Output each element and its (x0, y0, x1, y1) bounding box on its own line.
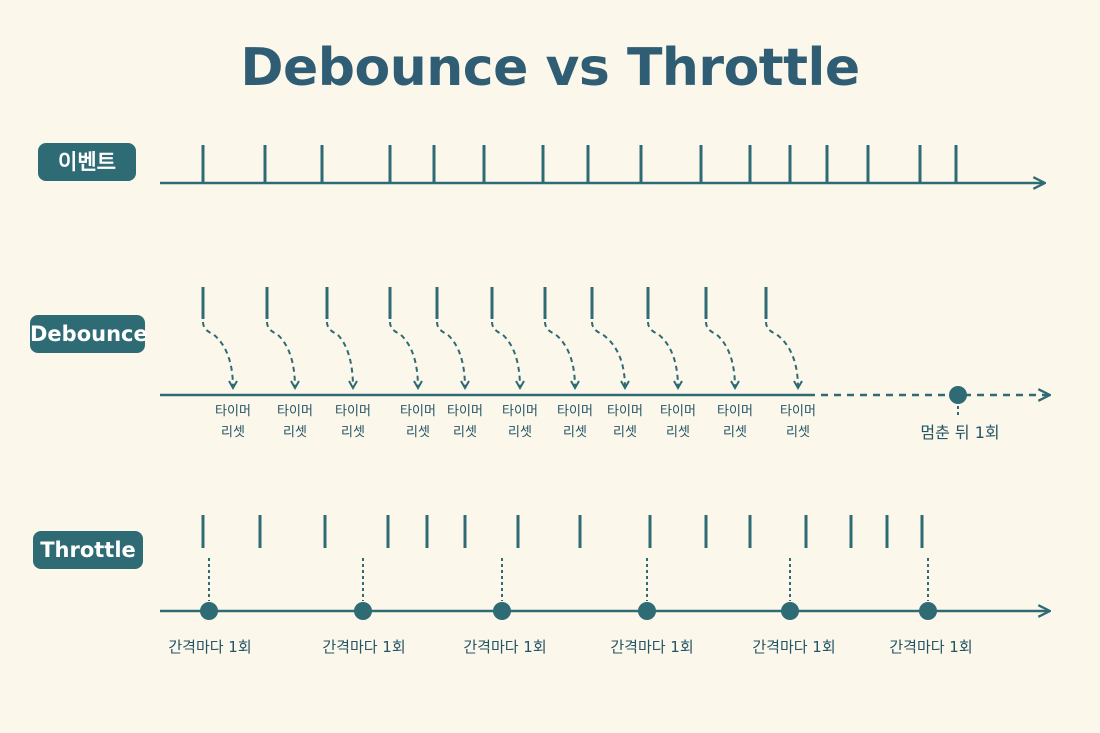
throttle-fire-label: 간격마다 1회 (889, 638, 972, 656)
throttle-fire-dot (493, 602, 511, 620)
debounce-fire-label: 멈춘 뒤 1회 (920, 423, 999, 442)
timer-reset-arrow (591, 321, 625, 388)
timer-reset-label-line1: 타이머 (660, 404, 696, 419)
debounce-row-label: Debounce (30, 315, 148, 353)
throttle-row-label: Throttle (33, 531, 143, 569)
throttle-fire-dot (919, 602, 937, 620)
timer-reset-label-line1: 타이머 (557, 404, 593, 419)
timer-reset-label-line2: 리셋 (453, 425, 477, 440)
throttle-fire-label: 간격마다 1회 (463, 638, 546, 656)
timer-reset-label-line2: 리셋 (613, 425, 637, 440)
timer-reset-label-line1: 타이머 (215, 404, 251, 419)
timer-reset-label-line2: 리셋 (723, 425, 747, 440)
timer-reset-label-line1: 타이머 (502, 404, 538, 419)
timer-reset-arrow (389, 321, 418, 388)
throttle-fire-label: 간격마다 1회 (610, 638, 693, 656)
timer-reset-arrow (705, 321, 735, 388)
timer-reset-arrow (647, 321, 678, 388)
timer-reset-label-line2: 리셋 (283, 425, 307, 440)
timer-reset-label-line1: 타이머 (717, 404, 753, 419)
timer-reset-arrow (202, 321, 233, 388)
timer-reset-arrow (326, 321, 353, 388)
debounce-fire-dot (949, 386, 967, 404)
throttle-fire-dot (781, 602, 799, 620)
events-row-label: 이벤트 (38, 143, 136, 181)
timer-reset-label-line1: 타이머 (780, 404, 816, 419)
timer-reset-label-line2: 리셋 (406, 425, 430, 440)
throttle-fire-label: 간격마다 1회 (752, 638, 835, 656)
timer-reset-arrow (436, 321, 465, 388)
timer-reset-arrow (266, 321, 295, 388)
timer-reset-arrow (544, 321, 575, 388)
timer-reset-label-line2: 리셋 (786, 425, 810, 440)
timer-reset-label-line2: 리셋 (508, 425, 532, 440)
throttle-fire-dot (354, 602, 372, 620)
timer-reset-label-line1: 타이머 (447, 404, 483, 419)
timer-reset-label-line1: 타이머 (277, 404, 313, 419)
timer-reset-label-line2: 리셋 (341, 425, 365, 440)
timer-reset-arrow (491, 321, 520, 388)
throttle-fire-dot (200, 602, 218, 620)
timer-reset-label-line1: 타이머 (400, 404, 436, 419)
timer-reset-label-line2: 리셋 (666, 425, 690, 440)
throttle-fire-label: 간격마다 1회 (322, 638, 405, 656)
timer-reset-arrow (765, 321, 798, 388)
timer-reset-label-line1: 타이머 (607, 404, 643, 419)
throttle-fire-label: 간격마다 1회 (168, 638, 251, 656)
timer-reset-label-line2: 리셋 (563, 425, 587, 440)
timer-reset-label-line2: 리셋 (221, 425, 245, 440)
throttle-fire-dot (638, 602, 656, 620)
timer-reset-label-line1: 타이머 (335, 404, 371, 419)
diagram-title: Debounce vs Throttle (240, 38, 860, 98)
